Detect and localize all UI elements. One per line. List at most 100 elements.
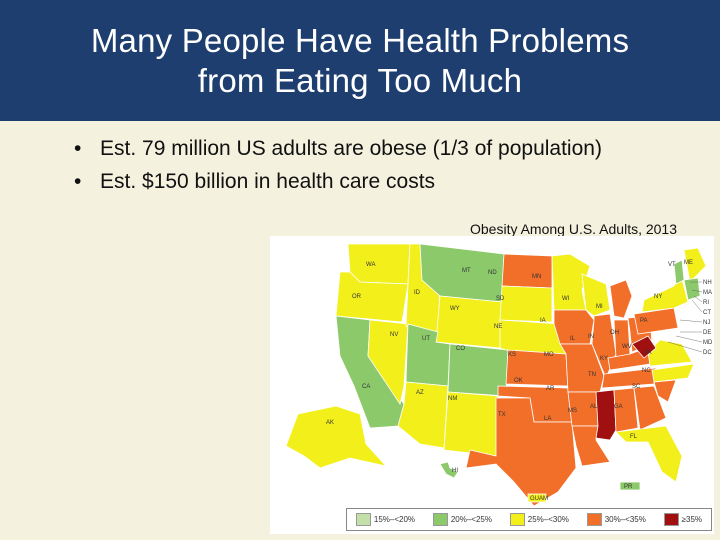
state-hi — [439, 461, 459, 479]
label-ar: AR — [546, 386, 555, 392]
label-in: IN — [588, 334, 594, 340]
legend-item: 15%–<20% — [355, 513, 416, 526]
obesity-map: WA OR CA NV ID MT WY UT CO AZ NM ND SD N… — [270, 236, 714, 534]
label-ri: RI — [703, 300, 709, 306]
label-nh: NH — [703, 280, 712, 286]
label-md: MD — [703, 340, 713, 346]
bullet-list: • Est. 79 million US adults are obese (1/… — [74, 132, 714, 198]
label-wa: WA — [366, 262, 375, 268]
label-ms: MS — [568, 408, 577, 414]
label-sd: SD — [496, 296, 505, 302]
label-pr: PR — [624, 484, 633, 490]
legend-item: ≥35% — [663, 513, 703, 526]
legend-swatch — [509, 513, 525, 526]
bullet-item: • Est. $150 billion in health care costs — [74, 165, 714, 198]
label-ky: KY — [600, 356, 608, 362]
legend-swatch — [355, 513, 371, 526]
label-pa: PA — [640, 318, 648, 324]
label-ne: NE — [494, 324, 502, 330]
label-il: IL — [570, 336, 576, 342]
territory-pr — [619, 481, 641, 491]
state-sd — [499, 285, 553, 323]
label-or: OR — [352, 294, 362, 300]
label-nj: NJ — [703, 320, 710, 326]
legend-label: 30%–<35% — [604, 515, 646, 524]
state-tn — [601, 367, 657, 389]
label-ga: GA — [614, 404, 623, 410]
label-ma: MA — [703, 290, 712, 296]
label-guam: GUAM — [530, 496, 548, 502]
map-caption: Obesity Among U.S. Adults, 2013 — [470, 221, 678, 237]
state-me — [683, 247, 707, 283]
label-va: VA — [644, 350, 652, 356]
label-nd: ND — [488, 270, 497, 276]
label-dc: DC — [703, 350, 712, 356]
bullet-dot-icon: • — [74, 137, 82, 160]
state-ak — [285, 405, 388, 469]
legend-label: 25%–<30% — [527, 515, 569, 524]
label-ut: UT — [422, 336, 430, 342]
legend-item: 20%–<25% — [432, 513, 492, 526]
legend-label: 15%–<20% — [373, 515, 416, 524]
state-ne-small — [683, 277, 701, 301]
label-me: ME — [684, 260, 693, 266]
label-wy: WY — [450, 306, 460, 312]
bullet-dot-icon: • — [74, 170, 82, 193]
state-wy — [435, 295, 503, 349]
state-az — [397, 381, 449, 449]
state-al — [613, 387, 639, 433]
label-ak: AK — [326, 420, 334, 426]
label-ny: NY — [654, 294, 662, 300]
label-nc: NC — [642, 368, 651, 374]
state-wa — [347, 243, 411, 285]
legend-label: 20%–<25% — [450, 515, 492, 524]
legend-item: 25%–<30% — [509, 513, 569, 526]
label-ia: IA — [540, 318, 546, 324]
state-fl — [615, 425, 683, 483]
legend-swatch — [586, 513, 602, 526]
state-wi — [581, 273, 611, 317]
legend-swatch — [663, 513, 679, 526]
label-vt: VT — [668, 262, 676, 268]
state-nc — [651, 363, 695, 383]
label-fl: FL — [630, 434, 638, 440]
map-legend: 15%–<20% 20%–<25% 25%–<30% 30%–<35% ≥35% — [346, 508, 712, 531]
label-de: DE — [703, 330, 711, 336]
label-tn: TN — [588, 372, 596, 378]
state-tx — [465, 397, 577, 507]
label-tx: TX — [498, 412, 506, 418]
state-va — [647, 339, 693, 367]
slide-title-line-2: from Eating Too Much — [197, 61, 523, 99]
label-mo: MO — [544, 352, 554, 358]
bullet-text: Est. $150 billion in health care costs — [100, 170, 436, 193]
label-ct: CT — [703, 310, 711, 316]
label-hi: HI — [452, 468, 458, 474]
label-la: LA — [544, 416, 551, 422]
state-wv — [631, 335, 657, 359]
label-al: AL — [590, 404, 598, 410]
state-nd — [501, 253, 553, 289]
territory-guam — [527, 493, 547, 503]
slide-title-bar: Many People Have Health Problems from Ea… — [0, 0, 720, 121]
legend-item: 30%–<35% — [586, 513, 646, 526]
label-az: AZ — [416, 390, 424, 396]
label-ks: KS — [508, 352, 516, 358]
label-mt: MT — [462, 268, 471, 274]
label-mn: MN — [532, 274, 541, 280]
state-mi — [609, 279, 633, 319]
legend-label: ≥35% — [681, 515, 703, 524]
slide-title-line-1: Many People Have Health Problems — [90, 21, 630, 59]
label-ca: CA — [362, 384, 370, 390]
state-ga — [633, 385, 667, 431]
label-wv: WV — [622, 344, 632, 350]
label-co: CO — [456, 346, 465, 352]
legend-swatch — [432, 513, 448, 526]
label-id: ID — [414, 290, 421, 296]
state-in — [613, 319, 631, 359]
bullet-item: • Est. 79 million US adults are obese (1/… — [74, 132, 714, 165]
label-nv: NV — [390, 332, 398, 338]
us-map-svg: WA OR CA NV ID MT WY UT CO AZ NM ND SD N… — [285, 243, 713, 507]
label-mi: MI — [596, 304, 603, 310]
state-ms — [595, 389, 617, 441]
label-nm: NM — [448, 396, 457, 402]
